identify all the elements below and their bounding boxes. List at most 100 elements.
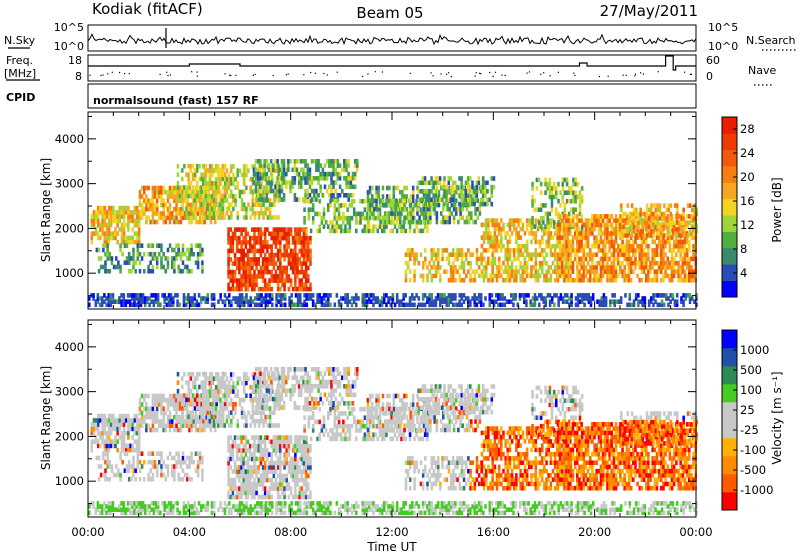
power-cell	[640, 252, 644, 257]
power-cell	[408, 228, 412, 234]
power-cell	[476, 198, 480, 203]
power-cell	[120, 299, 123, 304]
power-cell	[655, 231, 659, 236]
power-cell	[227, 215, 231, 220]
power-cell	[257, 240, 261, 245]
power-cell	[109, 205, 113, 211]
power-cell	[584, 273, 588, 279]
velocity-cell	[138, 423, 142, 428]
power-cell	[279, 261, 282, 266]
power-cell	[320, 299, 324, 304]
velocity-cell	[137, 447, 141, 453]
power-cell	[278, 184, 282, 190]
power-cell	[591, 265, 594, 270]
power-cell	[169, 302, 173, 308]
power-cell	[437, 248, 440, 253]
power-cell	[248, 235, 252, 241]
power-cell	[652, 228, 655, 234]
power-cell	[245, 172, 248, 178]
power-cell	[145, 202, 148, 208]
power-cell	[565, 252, 568, 257]
power-cell	[277, 215, 280, 220]
power-cell	[138, 202, 142, 208]
power-cell	[348, 220, 352, 225]
power-cell	[547, 226, 550, 232]
power-cell	[448, 215, 452, 220]
power-cell	[614, 265, 618, 270]
power-cell	[350, 203, 354, 208]
power-cell	[629, 243, 633, 249]
power-cell	[497, 222, 501, 228]
power-cell	[662, 243, 665, 249]
power-colorbar-segment	[722, 182, 737, 200]
power-cell	[479, 293, 483, 298]
power-cell	[544, 296, 548, 301]
power-cell	[558, 256, 562, 262]
power-cell	[227, 252, 230, 258]
power-cell	[393, 224, 397, 229]
power-cell	[608, 218, 611, 223]
power-cell	[257, 159, 260, 164]
power-cell	[219, 293, 222, 298]
power-cell	[109, 214, 113, 219]
power-cell	[367, 293, 371, 298]
power-cell	[513, 256, 516, 262]
power-cell	[669, 299, 672, 304]
power-cell	[683, 239, 687, 245]
power-cell	[357, 220, 360, 225]
power-cell	[544, 299, 548, 304]
power-cell	[329, 228, 332, 234]
power-cell	[493, 239, 497, 245]
power-cell	[209, 219, 213, 225]
power-cell	[150, 293, 153, 298]
power-cell	[531, 203, 534, 208]
power-cell	[485, 273, 488, 279]
power-cell	[648, 216, 651, 221]
power-cell	[127, 227, 130, 232]
power-cell	[215, 185, 218, 190]
power-cell	[551, 235, 555, 240]
power-cell	[591, 260, 594, 266]
power-cell	[372, 224, 375, 229]
power-cell	[558, 231, 561, 236]
power-cell	[614, 248, 618, 253]
power-cell	[651, 277, 654, 283]
power-cell	[383, 299, 386, 304]
velocity-cell	[103, 430, 107, 436]
power-cell	[380, 299, 384, 304]
power-cell	[287, 257, 291, 262]
power-cell	[430, 277, 434, 283]
power-cell	[280, 180, 284, 185]
power-cell	[539, 203, 543, 208]
power-cell	[606, 214, 609, 219]
power-cell	[611, 293, 614, 298]
power-cell	[108, 256, 112, 261]
power-cell	[144, 296, 147, 301]
power-cell	[151, 189, 155, 195]
power-cell	[617, 243, 620, 249]
velocity-cell	[133, 447, 137, 453]
power-cell	[485, 260, 488, 266]
power-cell	[108, 268, 112, 274]
power-cell	[454, 256, 457, 262]
power-cell	[625, 260, 629, 266]
power-cell	[660, 211, 664, 217]
power-cell	[564, 265, 568, 270]
power-cell	[548, 181, 552, 187]
power-cell	[206, 293, 209, 298]
power-cell	[614, 235, 618, 240]
power-cell	[546, 186, 549, 191]
power-cell	[202, 176, 205, 182]
power-cell	[133, 293, 136, 298]
power-cell	[374, 296, 377, 301]
power-cell	[200, 210, 203, 216]
power-cell	[279, 269, 282, 275]
power-cell	[488, 293, 492, 298]
power-cell	[244, 265, 248, 271]
velocity-cell	[131, 418, 134, 423]
power-cell	[576, 269, 579, 274]
power-cell	[411, 206, 415, 212]
power-cell	[497, 226, 501, 232]
power-cell	[664, 252, 667, 257]
power-cell	[541, 269, 544, 274]
